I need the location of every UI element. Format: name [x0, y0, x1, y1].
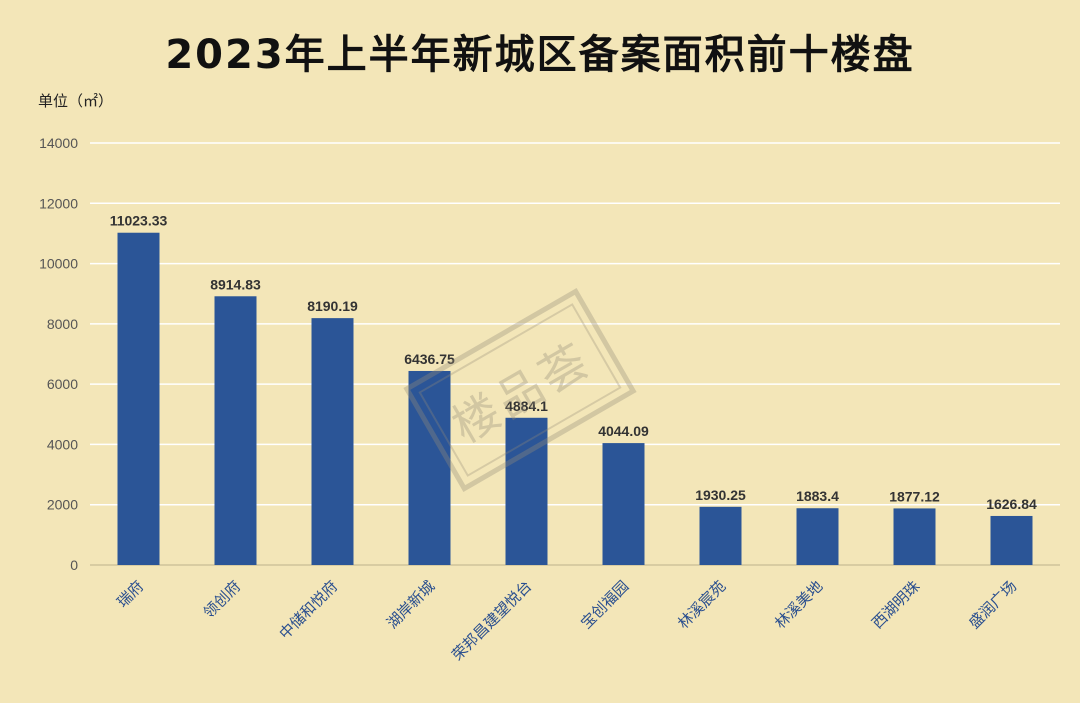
- bar: [699, 506, 742, 565]
- x-tick-label: 领创府: [200, 577, 245, 622]
- y-tick-label: 2000: [47, 497, 78, 513]
- data-label: 1883.4: [796, 488, 839, 504]
- bar: [893, 508, 936, 565]
- y-tick-label: 10000: [39, 256, 78, 272]
- bar: [602, 443, 645, 565]
- x-tick-label: 盛润广场: [965, 577, 1020, 632]
- data-label: 6436.75: [404, 351, 455, 367]
- x-tick-label: 荣邦昌建望悦台: [448, 577, 535, 664]
- bar: [796, 508, 839, 565]
- data-label: 11023.33: [110, 213, 168, 229]
- x-tick-label: 湖岸新城: [383, 577, 438, 632]
- x-tick-label: 中储和悦府: [276, 577, 342, 643]
- x-tick-label: 林溪宸苑: [674, 577, 729, 632]
- x-tick-label: 瑞府: [113, 577, 147, 611]
- data-label: 1877.12: [889, 488, 940, 504]
- y-tick-label: 8000: [47, 316, 78, 332]
- data-label: 4044.09: [598, 423, 649, 439]
- y-tick-label: 14000: [39, 135, 78, 151]
- x-tick-label: 林溪美地: [771, 577, 826, 632]
- x-tick-label: 宝创福园: [577, 577, 632, 632]
- unit-label: 单位（㎡）: [38, 92, 114, 110]
- data-label: 1626.84: [986, 496, 1037, 512]
- y-tick-label: 12000: [39, 195, 78, 211]
- y-tick-label: 0: [70, 557, 78, 573]
- data-label: 8190.19: [307, 298, 358, 314]
- chart-title: 2023年上半年新城区备案面积前十楼盘: [165, 32, 915, 78]
- data-label: 1930.25: [695, 487, 746, 503]
- y-tick-label: 6000: [47, 376, 78, 392]
- bar: [990, 515, 1033, 565]
- bar: [214, 296, 257, 565]
- y-tick-label: 4000: [47, 436, 78, 452]
- x-tick-label: 西湖明珠: [868, 577, 923, 632]
- bar: [117, 232, 160, 565]
- bar: [311, 318, 354, 565]
- data-label: 8914.83: [210, 276, 261, 292]
